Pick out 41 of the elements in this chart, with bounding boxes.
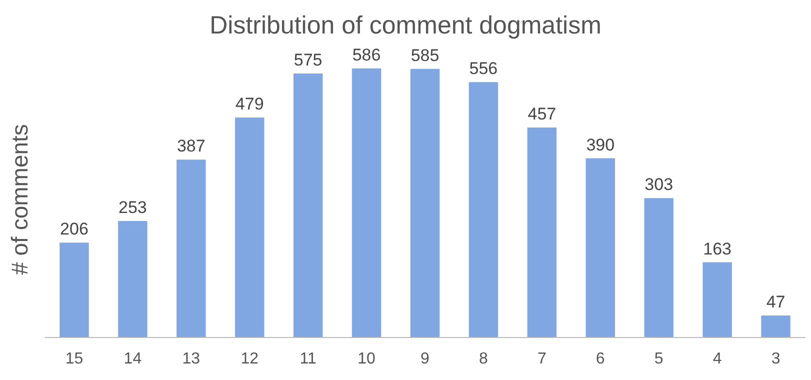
- bar: [60, 242, 89, 337]
- bar: [235, 117, 264, 337]
- data-label: 479: [235, 94, 264, 114]
- data-label: 303: [644, 175, 674, 194]
- x-tick-label: 7: [537, 350, 546, 368]
- data-label: 47: [766, 292, 786, 312]
- bar: [702, 262, 732, 337]
- x-tick-label: 9: [420, 350, 430, 368]
- bar: [176, 160, 206, 337]
- bar: [410, 68, 440, 337]
- data-label: 457: [528, 104, 556, 124]
- bar: [644, 198, 674, 337]
- x-tick-label: 8: [479, 350, 488, 368]
- x-tick-label: 14: [124, 350, 142, 368]
- bar: [352, 68, 382, 337]
- data-label: 575: [294, 50, 322, 70]
- chart-title: Distribution of comment dogmatism: [210, 12, 602, 40]
- data-label: 163: [703, 239, 732, 258]
- bar: [118, 221, 148, 337]
- x-tick-label: 15: [65, 350, 84, 368]
- x-tick-label: 10: [358, 350, 376, 368]
- x-tick-label: 3: [771, 350, 780, 368]
- bar: [293, 73, 323, 337]
- x-tick-label: 12: [240, 350, 259, 368]
- x-tick-label: 11: [300, 350, 316, 368]
- data-label: 556: [469, 59, 498, 78]
- data-label: 253: [118, 198, 147, 218]
- x-tick-label: 6: [596, 350, 605, 368]
- y-axis-title: # of comments: [6, 124, 32, 275]
- data-label: 390: [586, 135, 615, 154]
- x-tick-label: 13: [182, 350, 200, 368]
- data-label: 585: [410, 46, 440, 65]
- data-label: 206: [60, 220, 88, 239]
- bar: [761, 315, 790, 337]
- bar: [527, 128, 557, 337]
- x-tick-label: 5: [654, 350, 664, 368]
- x-tick-label: 4: [712, 350, 722, 368]
- bar: [586, 158, 615, 337]
- data-label: 387: [176, 136, 206, 156]
- data-label: 586: [352, 45, 381, 64]
- bar: [468, 82, 498, 337]
